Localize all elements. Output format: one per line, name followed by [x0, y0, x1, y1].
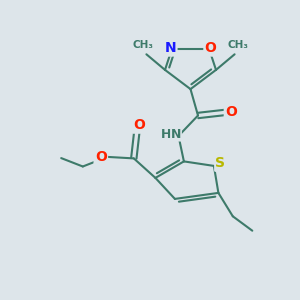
Text: S: S [215, 157, 226, 170]
Text: H: H [161, 128, 171, 141]
Text: N: N [171, 128, 181, 141]
Text: CH₃: CH₃ [133, 40, 154, 50]
Text: O: O [133, 118, 145, 132]
Text: O: O [205, 41, 217, 55]
Text: N: N [165, 41, 176, 55]
Text: CH₃: CH₃ [227, 40, 248, 50]
Text: O: O [95, 150, 107, 164]
Text: O: O [225, 106, 237, 119]
